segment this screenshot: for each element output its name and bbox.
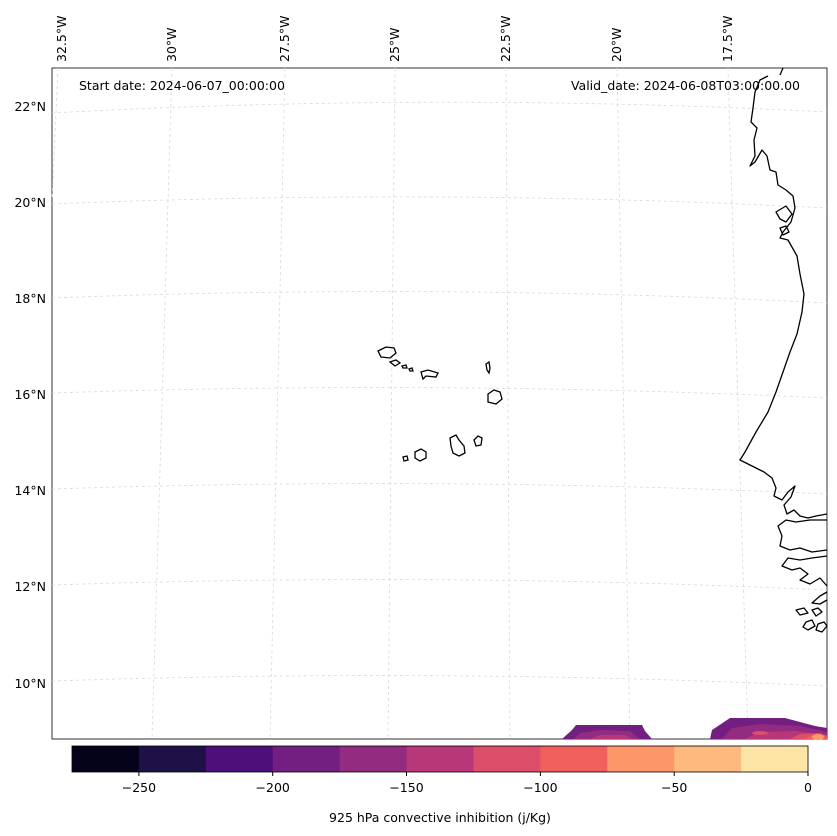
cape-verde-islands bbox=[377, 346, 503, 462]
colorbar-swatch bbox=[138, 746, 207, 772]
lon-label-20w: 20°W bbox=[609, 27, 624, 62]
colorbar-ticks bbox=[138, 772, 809, 776]
colorbar-swatch bbox=[72, 746, 140, 772]
colorbar-tick-label: 0 bbox=[804, 780, 812, 795]
lat-label-18n: 18°N bbox=[14, 291, 46, 306]
colorbar-swatches bbox=[72, 746, 809, 772]
graticule bbox=[51, 67, 828, 740]
lon-label-30w: 30°W bbox=[164, 27, 179, 62]
cin-contours bbox=[562, 718, 827, 740]
lat-label-20n: 20°N bbox=[14, 195, 46, 210]
lon-label-25w: 25°W bbox=[387, 27, 402, 62]
start-date-label: Start date: 2024-06-07_00:00:00 bbox=[79, 78, 285, 93]
lat-label-22n: 22°N bbox=[14, 99, 46, 114]
lon-label-27-5w: 27.5°W bbox=[277, 16, 292, 62]
colorbar-outline bbox=[71, 745, 809, 773]
lon-label-32-5w: 32.5°W bbox=[54, 16, 69, 62]
valid-date-label: Valid_date: 2024-06-08T03:00:00.00 bbox=[571, 78, 800, 93]
colorbar-swatch bbox=[205, 746, 274, 772]
colorbar-tick-label: −250 bbox=[122, 780, 156, 795]
colorbar-swatch bbox=[473, 746, 541, 772]
colorbar-swatch bbox=[674, 746, 742, 772]
colorbar-title: 925 hPa convective inhibition (j/Kg) bbox=[329, 810, 551, 825]
colorbar-swatch bbox=[607, 746, 675, 772]
colorbar-swatch bbox=[406, 746, 474, 772]
lat-label-10n: 10°N bbox=[14, 676, 46, 691]
lon-label-22-5w: 22.5°W bbox=[498, 16, 513, 62]
colorbar-swatch bbox=[540, 746, 608, 772]
colorbar-swatch bbox=[272, 746, 341, 772]
lon-label-17-5w: 17.5°W bbox=[720, 16, 735, 62]
lat-label-12n: 12°N bbox=[14, 579, 46, 594]
colorbar: −250 −200 −150 −100 −50 0 925 hPa convec… bbox=[71, 745, 812, 825]
colorbar-swatch bbox=[339, 746, 408, 772]
african-coastline bbox=[739, 67, 828, 633]
colorbar-tick-label: −50 bbox=[661, 780, 687, 795]
map-frame bbox=[51, 67, 828, 740]
lat-label-16n: 16°N bbox=[14, 387, 46, 402]
colorbar-tick-label: −150 bbox=[389, 780, 423, 795]
colorbar-tick-label: −100 bbox=[523, 780, 557, 795]
colorbar-tick-label: −200 bbox=[256, 780, 290, 795]
colorbar-swatch bbox=[741, 746, 809, 772]
lat-label-14n: 14°N bbox=[14, 483, 46, 498]
